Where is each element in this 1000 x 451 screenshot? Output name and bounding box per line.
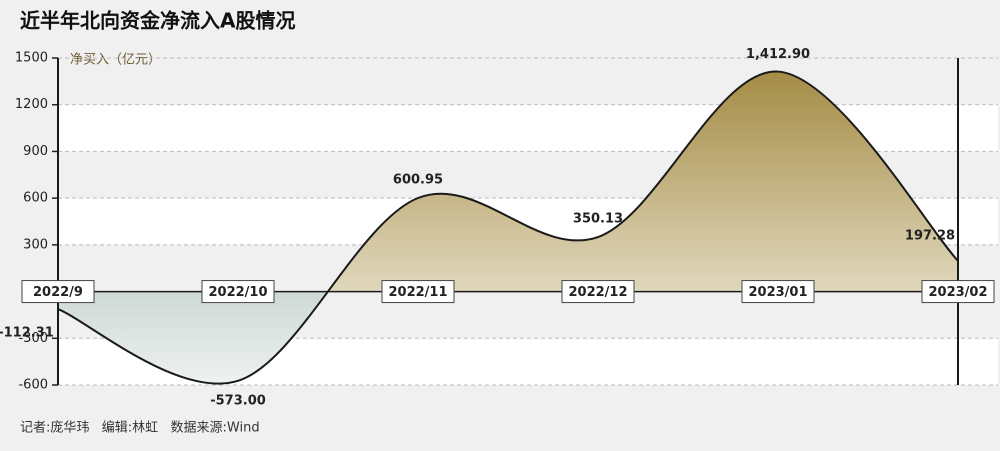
x-tick-label: 2023/02 — [928, 285, 987, 300]
y-tick-label: 1200 — [15, 97, 48, 112]
value-label: -112.31 — [0, 326, 54, 341]
y-tick-label: 600 — [23, 191, 48, 206]
x-tick-label: 2023/01 — [748, 285, 807, 300]
chart-title: 近半年北向资金净流入A股情况 — [20, 9, 295, 33]
y-axis-label: 净买入（亿元） — [70, 53, 161, 68]
x-tick-label: 2022/12 — [568, 285, 627, 300]
value-label: 1,412.90 — [746, 47, 810, 62]
value-label: 350.13 — [573, 212, 623, 227]
x-tick-label: 2022/11 — [388, 285, 447, 300]
y-tick-label: 900 — [23, 144, 48, 159]
value-label: 197.28 — [905, 228, 955, 243]
x-tick-label: 2022/9 — [33, 285, 83, 300]
y-tick-label: 1500 — [15, 51, 48, 66]
line — [57, 70, 959, 385]
category-box — [21, 280, 95, 304]
y-tick-label: -300 — [18, 331, 48, 346]
category-box — [561, 280, 635, 304]
category-box — [201, 280, 275, 304]
category-box — [381, 280, 455, 304]
area-positive — [58, 71, 958, 292]
y-tick-label: 300 — [23, 237, 48, 252]
footer: 记者:庞华玮 编辑:林虹 数据来源:Wind — [20, 420, 260, 436]
category-box — [741, 280, 815, 304]
value-label: 600.95 — [393, 172, 443, 187]
value-label: -573.00 — [210, 393, 266, 408]
area-negative — [58, 291, 328, 384]
y-tick-label: -600 — [18, 378, 48, 393]
category-box — [921, 280, 995, 304]
x-tick-label: 2022/10 — [208, 285, 267, 300]
